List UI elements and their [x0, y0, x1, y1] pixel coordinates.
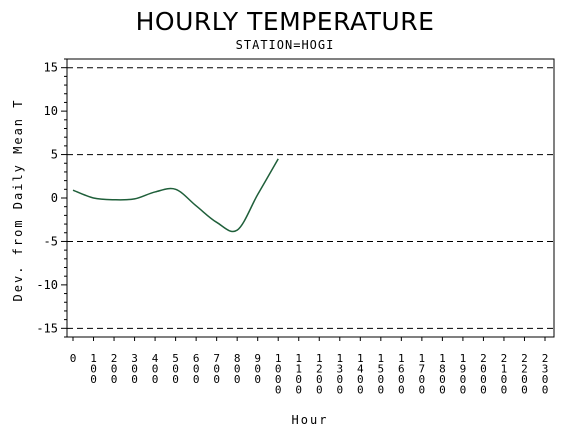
y-tick-label: 15 — [44, 61, 58, 75]
chart-subtitle: STATION=HOGI — [235, 38, 335, 52]
x-axis-label: Hour — [292, 413, 329, 427]
y-tick-label: -10 — [36, 278, 58, 292]
y-tick-label: 0 — [51, 191, 58, 205]
x-axis: 0 1 0 0 2 0 0 3 0 0 4 0 0 5 0 0 6 0 0 7 0 0 8 0 0 9 0 0 1 0 0 0 1 1 0 0 1 2 0 0… — [70, 337, 549, 397]
reference-lines — [67, 67, 554, 329]
y-tick-label: -15 — [36, 321, 58, 335]
series-line-0 — [72, 158, 279, 233]
chart-title: HOURLY TEMPERATURE — [135, 7, 435, 36]
x-tick-label: 0 — [70, 352, 77, 365]
y-tick-label: -5 — [44, 234, 58, 248]
y-axis-label: Dev. from Daily Mean T — [11, 99, 25, 302]
series-group — [72, 158, 279, 233]
y-tick-label: 10 — [44, 104, 58, 118]
y-tick-label: 5 — [51, 148, 58, 162]
y-axis: 15 10 5 0 -5 -10 -15 — [36, 58, 67, 338]
